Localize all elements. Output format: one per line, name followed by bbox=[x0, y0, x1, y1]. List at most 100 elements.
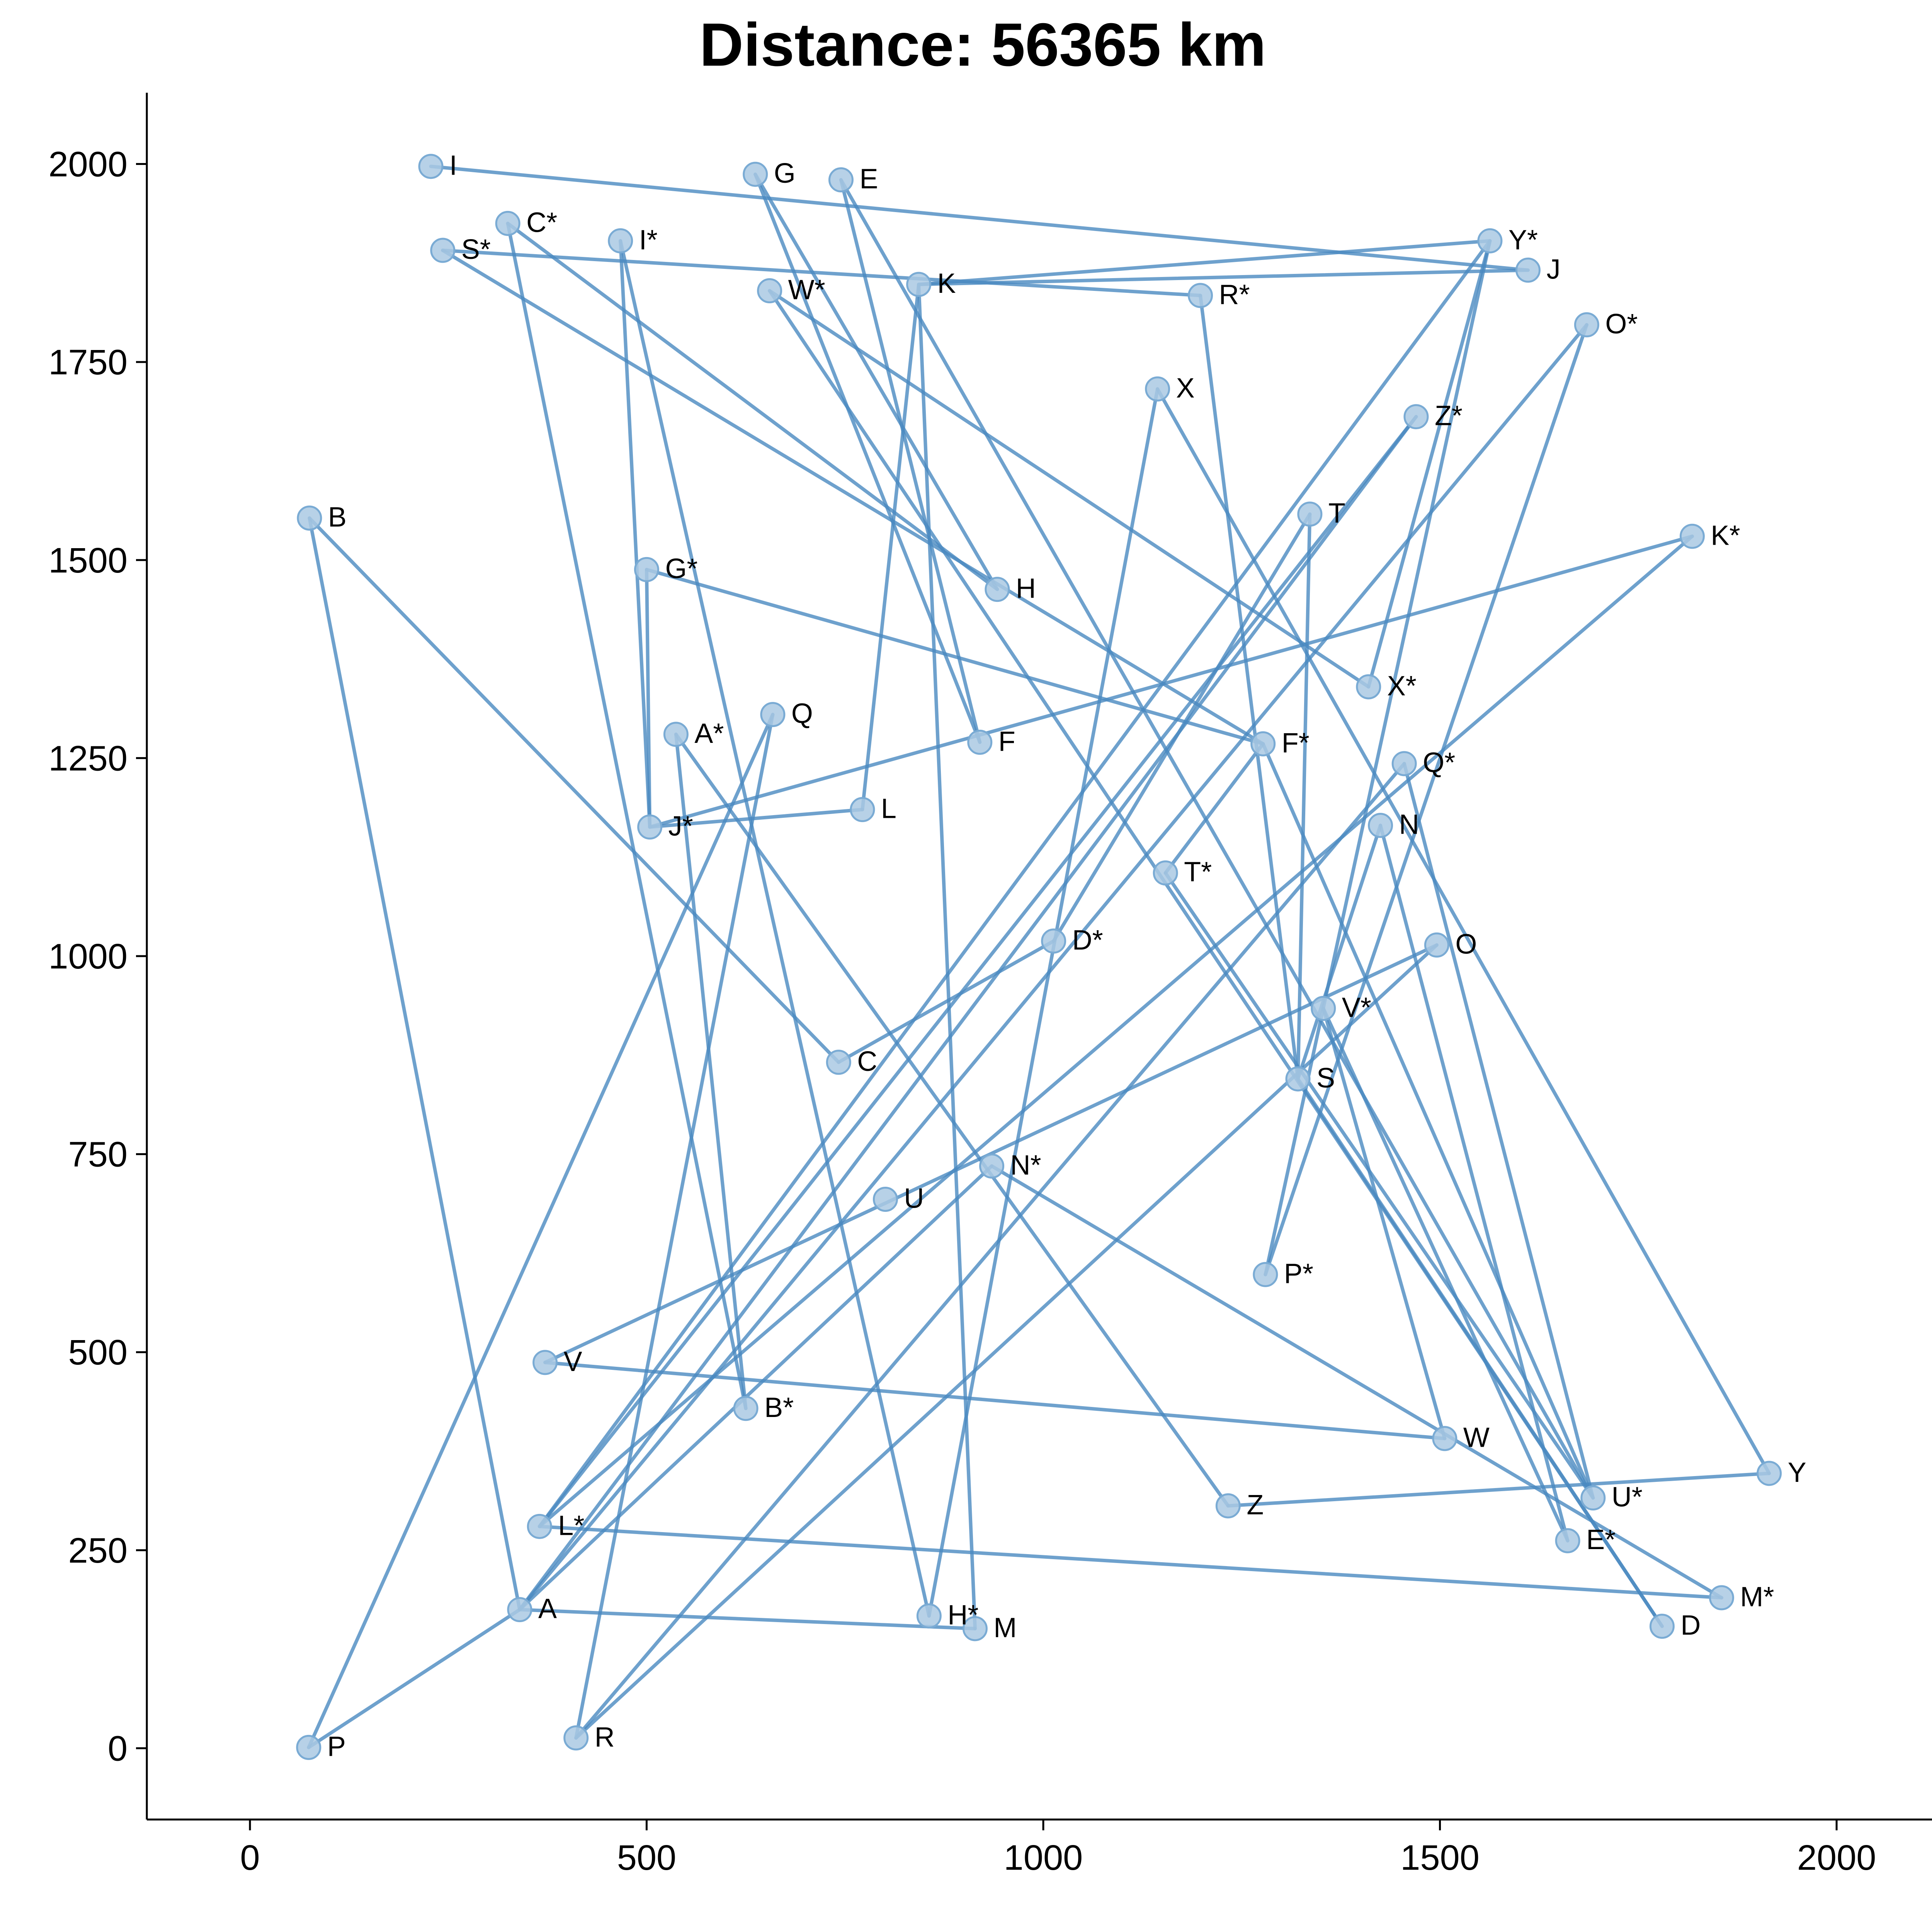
city-marker bbox=[1555, 1528, 1580, 1553]
route-segment bbox=[1163, 871, 1595, 1500]
route-segment bbox=[1156, 387, 1771, 1475]
city-labels: A B C D E F G H I J K L M N O P Q R S T U V W X Y Z A* B* C* D* E* F* G*… bbox=[327, 150, 1806, 1762]
city-marker bbox=[637, 814, 663, 840]
route-segment bbox=[506, 221, 999, 591]
city-marker bbox=[962, 1616, 988, 1641]
city-marker bbox=[1145, 376, 1170, 402]
city-marker bbox=[757, 278, 782, 304]
city-marker bbox=[979, 1153, 1005, 1179]
x-tick-label: 1500 bbox=[1400, 1838, 1480, 1877]
city-marker bbox=[872, 1186, 898, 1212]
city-marker bbox=[1311, 996, 1336, 1021]
city-label: F bbox=[998, 726, 1015, 757]
city-label: L bbox=[881, 793, 896, 824]
y-tick-label: 750 bbox=[68, 1135, 128, 1174]
city-marker bbox=[1215, 1493, 1241, 1519]
city-marker bbox=[1368, 813, 1393, 838]
route-segment bbox=[518, 1608, 977, 1631]
route-segment bbox=[917, 239, 1492, 286]
city-label: Q bbox=[791, 698, 813, 729]
city-label: A bbox=[538, 1594, 557, 1624]
city-label: R* bbox=[1219, 279, 1250, 310]
city-marker bbox=[906, 272, 932, 297]
city-label: U* bbox=[1612, 1482, 1643, 1513]
axes: 0 500 1000 1500 2000 0 250 500 750 1000 1250 1500 17… bbox=[48, 93, 1932, 1877]
city-label: Y bbox=[1788, 1457, 1806, 1488]
city-marker bbox=[495, 211, 520, 236]
route-segment bbox=[537, 534, 1694, 1528]
x-tick-label: 2000 bbox=[1797, 1838, 1876, 1877]
city-label: S* bbox=[461, 234, 491, 265]
city-marker bbox=[1153, 860, 1178, 886]
route-lines bbox=[307, 165, 1771, 1749]
city-label: L* bbox=[558, 1510, 584, 1541]
route-segment bbox=[753, 172, 999, 591]
city-marker bbox=[985, 577, 1010, 602]
city-label: S bbox=[1316, 1063, 1335, 1094]
city-label: U bbox=[904, 1183, 924, 1214]
city-marker bbox=[1297, 501, 1323, 527]
city-label: K bbox=[937, 268, 956, 299]
y-tick-label: 2000 bbox=[48, 145, 128, 184]
city-label: H* bbox=[947, 1600, 978, 1631]
city-label: V bbox=[564, 1346, 582, 1377]
city-marker bbox=[743, 161, 768, 187]
city-label: P bbox=[327, 1731, 346, 1762]
city-label: R bbox=[595, 1722, 615, 1753]
y-tick-label: 250 bbox=[68, 1531, 128, 1570]
city-marker bbox=[1515, 257, 1541, 283]
route-segment bbox=[518, 323, 1588, 1612]
route-segment bbox=[1264, 323, 1588, 1276]
city-label: G* bbox=[665, 553, 697, 584]
city-marker bbox=[1188, 283, 1213, 308]
city-marker bbox=[1574, 312, 1599, 338]
route-segment bbox=[674, 732, 748, 1410]
city-label: W* bbox=[788, 275, 825, 306]
city-marker bbox=[916, 1603, 942, 1629]
city-label: H bbox=[1016, 573, 1036, 604]
city-label: T* bbox=[1184, 857, 1212, 888]
city-marker bbox=[1580, 1485, 1606, 1511]
city-label: J* bbox=[668, 811, 693, 842]
city-marker bbox=[297, 505, 322, 531]
y-tick-label: 500 bbox=[68, 1333, 128, 1372]
route-segment bbox=[518, 1164, 994, 1612]
city-marker bbox=[1649, 1614, 1675, 1639]
city-marker bbox=[850, 797, 875, 822]
route-segment bbox=[1367, 239, 1492, 689]
route-segment bbox=[537, 415, 1418, 1528]
route-segment bbox=[308, 516, 840, 1064]
route-segment bbox=[543, 1361, 1447, 1441]
city-label: I* bbox=[639, 224, 658, 255]
route-segment bbox=[441, 248, 1202, 297]
city-marker bbox=[760, 702, 786, 727]
city-marker bbox=[608, 228, 633, 253]
city-label: E bbox=[859, 164, 878, 195]
city-label: X bbox=[1176, 373, 1195, 404]
route-segment bbox=[837, 939, 1056, 1064]
city-marker bbox=[418, 154, 444, 179]
city-label: X* bbox=[1387, 671, 1417, 702]
chart-title: Distance: 56365 km bbox=[699, 11, 1266, 79]
city-marker bbox=[1403, 404, 1429, 430]
city-marker bbox=[967, 729, 993, 755]
route-segment bbox=[1402, 762, 1595, 1500]
city-marker bbox=[1250, 731, 1276, 756]
city-label: G bbox=[774, 158, 796, 189]
route-segment bbox=[645, 567, 1265, 746]
city-label: Z bbox=[1247, 1490, 1264, 1521]
city-label: M* bbox=[1740, 1582, 1774, 1612]
city-label: E* bbox=[1586, 1524, 1616, 1555]
city-marker bbox=[1432, 1426, 1458, 1451]
city-label: D* bbox=[1072, 925, 1103, 956]
route-segment bbox=[429, 165, 1530, 272]
city-marker bbox=[527, 1514, 552, 1539]
city-marker bbox=[1477, 228, 1503, 253]
city-label: I bbox=[449, 150, 457, 181]
route-segment bbox=[518, 415, 1418, 1612]
city-marker bbox=[1253, 1262, 1278, 1287]
y-tick-label: 0 bbox=[108, 1729, 128, 1768]
y-tick-label: 1750 bbox=[48, 343, 128, 382]
route-segment bbox=[990, 1164, 1723, 1600]
route-segment bbox=[648, 534, 1694, 829]
